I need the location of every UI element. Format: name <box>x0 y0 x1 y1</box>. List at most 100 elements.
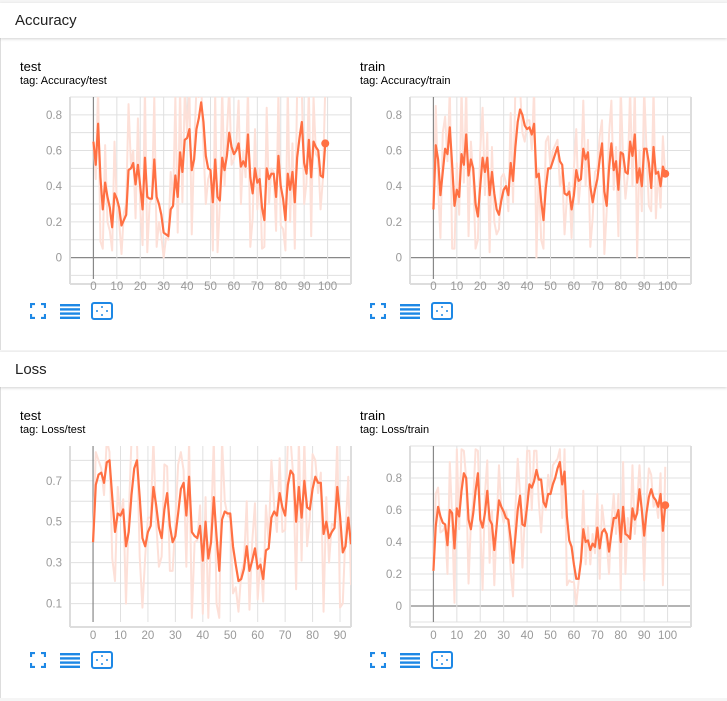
fullscreen-button[interactable] <box>28 302 48 323</box>
y-tick-label: 0.8 <box>386 473 402 485</box>
y-tick-label: 0 <box>396 601 402 613</box>
y-tick-label: 0.2 <box>46 217 62 229</box>
x-tick-label: 80 <box>614 630 627 642</box>
y-tick-label: 0.2 <box>386 217 402 229</box>
x-tick-label: 100 <box>318 281 337 293</box>
list-icon <box>400 652 420 673</box>
x-tick-label: 60 <box>568 630 581 642</box>
x-tick-label: 40 <box>196 630 209 642</box>
fit-domain-button[interactable] <box>91 650 113 674</box>
x-tick-label: 20 <box>474 630 487 642</box>
x-tick-label: 100 <box>658 281 677 293</box>
section-header-loss[interactable]: Loss <box>0 352 727 387</box>
y-tick-label: 0 <box>396 253 402 265</box>
fit-domain-icon <box>91 301 113 325</box>
chart-toolbar <box>28 650 113 674</box>
line-chart[interactable]: 0 10 20 30 40 50 60 70 80 90 100 0 0.2 0.4 0.6 0.8 <box>360 92 700 302</box>
chart-title: train <box>360 408 386 423</box>
fit-domain-icon <box>91 650 113 674</box>
smoothed-series-line <box>432 108 667 222</box>
x-tick-label: 0 <box>430 630 436 642</box>
raw-series-line <box>92 446 351 619</box>
y-tick-label: 0.1 <box>46 599 62 611</box>
raw-series-line <box>432 97 667 259</box>
raw-series-line <box>92 97 327 259</box>
smoothed-series-line <box>91 459 351 583</box>
x-tick-label: 0 <box>90 281 96 293</box>
smoothed-series-line <box>92 101 327 238</box>
x-tick-label: 20 <box>142 630 155 642</box>
y-tick-label: 0.4 <box>46 181 63 193</box>
fullscreen-button[interactable] <box>28 651 48 673</box>
x-tick-label: 100 <box>658 630 677 642</box>
fit-domain-icon <box>431 301 453 325</box>
chart-tag: tag: Accuracy/train <box>360 75 451 87</box>
section-title: Accuracy <box>15 12 77 29</box>
x-tick-label: 70 <box>591 630 604 642</box>
x-tick-label: 10 <box>450 281 463 293</box>
fullscreen-button[interactable] <box>368 651 388 672</box>
fit-domain-icon <box>431 650 453 674</box>
raw-series-line <box>432 448 667 606</box>
x-tick-label: 70 <box>251 281 264 293</box>
x-tick-label: 90 <box>334 630 347 642</box>
toggle-log-scale-button[interactable] <box>60 303 80 323</box>
chart-tag: tag: Loss/train <box>360 424 430 436</box>
toggle-log-scale-button[interactable] <box>400 652 420 672</box>
last-point-marker <box>661 169 670 178</box>
fit-domain-button[interactable] <box>431 650 453 674</box>
x-tick-label: 40 <box>521 630 534 642</box>
toggle-log-scale-button[interactable] <box>400 303 420 323</box>
y-tick-label: 0.2 <box>386 569 402 581</box>
section-title: Loss <box>15 361 47 378</box>
y-tick-label: 0.8 <box>46 110 62 122</box>
chart-toolbar <box>368 301 453 325</box>
y-tick-label: 0.7 <box>46 476 62 488</box>
list-icon <box>60 652 80 673</box>
fullscreen-icon <box>29 651 47 673</box>
x-tick-label: 80 <box>614 281 627 293</box>
y-tick-label: 0.4 <box>386 181 403 193</box>
x-tick-label: 50 <box>204 281 217 293</box>
line-chart[interactable]: 0 10 20 30 40 50 60 70 80 90 0.1 0.3 0.5 0.7 <box>20 441 360 651</box>
series-group <box>92 97 327 259</box>
x-tick-label: 40 <box>521 281 534 293</box>
x-tick-label: 70 <box>591 281 604 293</box>
list-icon <box>60 303 80 324</box>
x-tick-label: 0 <box>430 281 436 293</box>
y-tick-label: 0.5 <box>46 517 62 529</box>
chart-title: test <box>20 408 41 423</box>
y-tick-label: 0.3 <box>46 558 62 570</box>
fit-domain-button[interactable] <box>91 301 113 325</box>
chart-title: train <box>360 59 386 74</box>
y-tick-label: 0.8 <box>386 110 402 122</box>
chart-tag: tag: Accuracy/test <box>20 75 107 87</box>
x-tick-label: 70 <box>279 630 292 642</box>
chart-toolbar <box>28 301 113 325</box>
y-tick-label: 0.6 <box>386 146 402 158</box>
y-tick-label: 0 <box>56 253 62 265</box>
smoothed-series-line <box>432 460 667 580</box>
x-tick-label: 30 <box>497 630 510 642</box>
y-tick-label: 0.4 <box>386 537 403 549</box>
x-tick-label: 30 <box>169 630 182 642</box>
x-tick-label: 90 <box>638 281 651 293</box>
y-tick-label: 0.6 <box>386 505 402 517</box>
line-chart[interactable]: 0 10 20 30 40 50 60 70 80 90 100 0 0.2 0.4 0.6 0.8 <box>360 441 700 651</box>
x-tick-label: 30 <box>157 281 170 293</box>
toggle-log-scale-button[interactable] <box>60 652 80 672</box>
chart-toolbar <box>368 650 453 674</box>
x-tick-label: 50 <box>224 630 237 642</box>
x-tick-label: 20 <box>134 281 147 293</box>
x-tick-label: 40 <box>181 281 194 293</box>
y-tick-label: 0.6 <box>46 146 62 158</box>
series-group <box>432 97 667 259</box>
line-chart[interactable]: 0 10 20 30 40 50 60 70 80 90 100 0 0.2 0.4 0.6 0.8 <box>20 92 360 302</box>
fit-domain-button[interactable] <box>431 301 453 325</box>
x-tick-label: 60 <box>228 281 241 293</box>
fullscreen-button[interactable] <box>368 302 388 323</box>
x-tick-label: 60 <box>251 630 264 642</box>
section-header-accuracy[interactable]: Accuracy <box>0 3 727 38</box>
series-group <box>91 446 351 619</box>
last-point-marker <box>321 139 330 148</box>
